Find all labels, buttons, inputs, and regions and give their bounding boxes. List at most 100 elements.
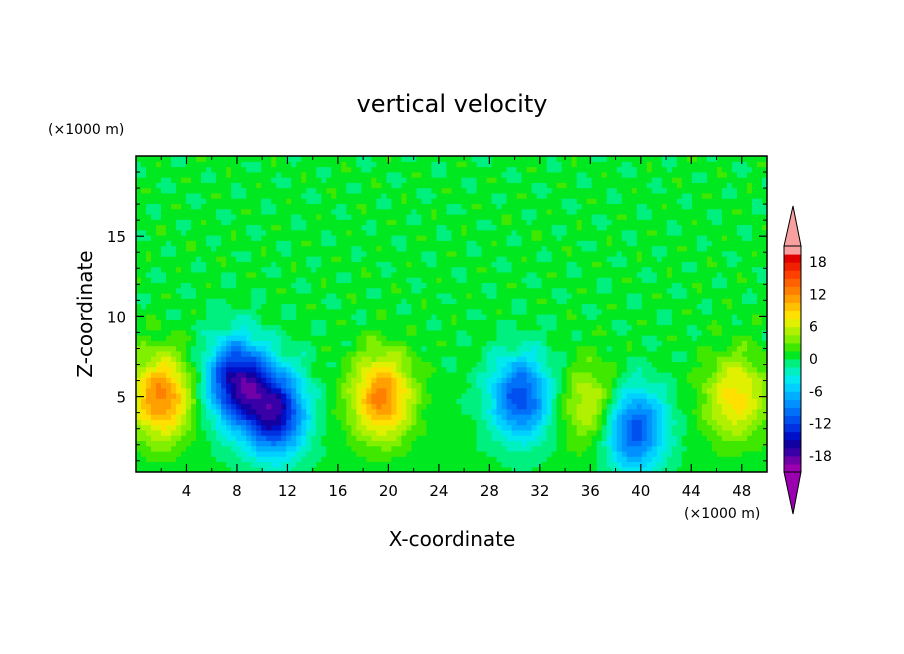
field-cell [366, 450, 372, 457]
field-cell [381, 456, 387, 463]
field-cell [341, 382, 347, 389]
field-cell [381, 271, 387, 278]
field-cell [431, 161, 438, 168]
field-cell [506, 356, 513, 362]
field-cell [191, 408, 197, 415]
field-cell [306, 345, 312, 352]
field-cell [416, 271, 423, 278]
field-cell [406, 403, 413, 410]
field-cell [456, 277, 463, 283]
field-cell [261, 219, 267, 226]
field-cell [186, 340, 192, 347]
field-cell [481, 361, 488, 368]
field-cell [391, 161, 398, 168]
field-cell [386, 245, 393, 252]
field-cell [271, 387, 277, 394]
field-cell [381, 187, 387, 194]
field-cell [291, 219, 297, 226]
field-cell [306, 213, 312, 220]
field-cell [206, 414, 212, 420]
field-cell [471, 319, 478, 326]
field-cell [506, 261, 513, 268]
field-cell [411, 424, 418, 431]
field-cell [381, 182, 387, 189]
field-cell [331, 245, 337, 252]
field-cell [426, 319, 433, 326]
field-cell [526, 403, 533, 410]
field-cell [456, 398, 463, 405]
field-cell [421, 198, 428, 204]
field-cell [511, 282, 518, 289]
field-cell [391, 377, 398, 384]
field-cell [441, 361, 448, 368]
field-cell [171, 340, 177, 347]
field-cell [241, 340, 247, 347]
field-cell [231, 156, 237, 162]
field-cell [181, 371, 187, 378]
field-cell [211, 350, 217, 357]
field-cell [486, 393, 493, 399]
field-cell [451, 335, 458, 341]
field-cell [411, 229, 418, 236]
field-cell [501, 177, 508, 183]
field-cell [251, 450, 257, 457]
field-cell [496, 361, 503, 368]
field-cell [446, 345, 453, 352]
field-cell [151, 461, 157, 468]
field-cell [541, 235, 548, 241]
field-cell [261, 203, 267, 210]
field-cell [176, 166, 182, 173]
field-cell [456, 235, 463, 241]
field-cell [216, 382, 222, 389]
field-cell [431, 429, 438, 436]
field-cell [296, 314, 302, 320]
field-cell [326, 171, 332, 178]
field-cell [141, 271, 147, 278]
field-cell [356, 319, 362, 326]
field-cell [466, 445, 473, 452]
field-cell [511, 182, 518, 189]
field-cell [141, 461, 147, 468]
field-cell [511, 213, 518, 220]
field-cell [241, 361, 247, 368]
field-cell [506, 219, 513, 226]
field-cell [271, 292, 277, 299]
field-cell [411, 403, 418, 410]
field-cell [366, 240, 372, 247]
field-cell [376, 340, 382, 347]
field-cell [136, 282, 142, 289]
field-cell [511, 166, 518, 173]
field-cell [281, 461, 287, 468]
field-cell [416, 387, 423, 394]
field-cell [176, 277, 182, 283]
field-cell [481, 166, 488, 173]
field-cell [426, 203, 433, 210]
field-cell [446, 171, 453, 178]
field-cell [466, 213, 473, 220]
field-cell [506, 361, 513, 368]
field-cell [406, 387, 413, 394]
field-cell [156, 382, 162, 389]
field-cell [381, 292, 387, 299]
field-cell [271, 466, 277, 472]
field-cell [261, 466, 267, 472]
field-cell [191, 282, 197, 289]
field-cell [406, 414, 413, 420]
field-cell [371, 466, 377, 472]
field-cell [516, 219, 523, 226]
field-cell [536, 229, 543, 236]
field-cell [256, 308, 262, 315]
field-cell [251, 335, 257, 341]
field-cell [211, 456, 217, 463]
field-cell [341, 261, 347, 268]
field-cell [146, 245, 152, 252]
field-cell [371, 461, 377, 468]
field-cell [306, 192, 312, 199]
field-cell [296, 371, 302, 378]
field-cell [281, 424, 287, 431]
field-cell [276, 319, 282, 326]
field-cell [526, 456, 533, 463]
field-cell [376, 345, 382, 352]
field-cell [156, 371, 162, 378]
field-cell [216, 182, 222, 189]
